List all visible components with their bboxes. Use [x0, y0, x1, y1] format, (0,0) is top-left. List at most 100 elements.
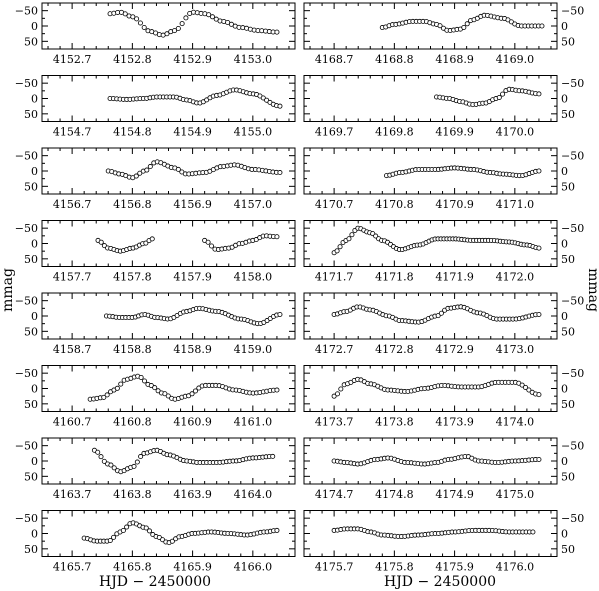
- x-tick-label: 4165.9: [173, 561, 212, 574]
- data-point: [274, 234, 280, 240]
- panel-1-3: 4171.7 4171.8 4171.9 4172.0 −50 0 50: [303, 220, 584, 284]
- y-tick-label: 50: [24, 398, 38, 411]
- data-point: [95, 449, 101, 455]
- x-axis-title-left: HJD − 2450000: [99, 574, 211, 590]
- data-point: [461, 24, 467, 30]
- x-tick-label: 4174.0: [496, 416, 535, 429]
- y-tick-label: 0: [31, 383, 38, 396]
- data-point: [156, 534, 162, 540]
- x-tick-label: 4160.7: [53, 416, 92, 429]
- y-tick-label: 0: [561, 455, 568, 468]
- x-tick-label: 4154.7: [53, 126, 92, 139]
- data-point: [277, 170, 283, 176]
- y-tick-label: 50: [24, 180, 38, 193]
- x-tick-label: 4173.9: [435, 416, 474, 429]
- x-tick-label: 4157.7: [53, 271, 92, 284]
- x-tick-label: 4168.9: [435, 53, 474, 66]
- data-point: [149, 236, 155, 242]
- x-tick-label: 4169.7: [315, 126, 354, 139]
- y-tick-label: 0: [561, 165, 568, 178]
- data-point: [183, 15, 189, 21]
- data-point: [274, 29, 280, 35]
- x-tick-label: 4171.8: [375, 271, 414, 284]
- x-tick-label: 4168.8: [375, 53, 414, 66]
- panel-0-3: 4157.7 4157.8 4157.9 4158.0 −50 0 50: [15, 220, 296, 284]
- y-tick-label: 0: [31, 165, 38, 178]
- panel-frame: [41, 292, 296, 340]
- y-axis-title-left: mmag: [0, 268, 16, 312]
- x-tick-label: 4171.9: [435, 271, 474, 284]
- y-tick-label: −50: [561, 295, 584, 308]
- panel-frame: [41, 2, 296, 50]
- y-tick-label: −50: [15, 5, 38, 18]
- y-tick-label: 0: [561, 528, 568, 541]
- data-point: [130, 14, 136, 20]
- x-tick-label: 4173.7: [315, 416, 354, 429]
- panel-0-6: 4163.7 4163.8 4163.9 4164.0 −50 0 50: [15, 437, 296, 501]
- data-point: [539, 23, 545, 29]
- data-point: [160, 537, 166, 543]
- data-point: [134, 459, 140, 465]
- data-point: [536, 456, 542, 462]
- data-point: [101, 458, 107, 464]
- panel-0-4: 4158.7 4158.8 4158.9 4159.0 −50 0 50: [15, 292, 296, 356]
- data-point: [104, 392, 110, 398]
- data-point: [209, 243, 215, 249]
- x-tick-label: 4152.8: [113, 53, 152, 66]
- data-point: [120, 527, 126, 533]
- data-point: [189, 391, 195, 397]
- x-tick-label: 4159.0: [234, 343, 273, 356]
- x-tick-label: 4175.7: [315, 561, 354, 574]
- x-tick-label: 4170.8: [375, 198, 414, 211]
- x-tick-label: 4152.9: [173, 53, 212, 66]
- y-tick-label: 50: [561, 253, 575, 266]
- data-point: [274, 387, 280, 393]
- x-tick-label: 4175.8: [375, 561, 414, 574]
- x-tick-label: 4155.0: [234, 126, 273, 139]
- y-axis-title-right: mmag: [585, 268, 599, 312]
- data-point: [118, 381, 124, 387]
- data-point: [373, 233, 379, 239]
- y-tick-label: 50: [561, 108, 575, 121]
- data-point: [175, 166, 181, 172]
- y-tick-label: −50: [15, 440, 38, 453]
- data-point: [206, 12, 212, 18]
- data-point: [98, 239, 104, 245]
- x-tick-label: 4169.8: [375, 126, 414, 139]
- data-point: [169, 538, 175, 544]
- data-point: [334, 391, 340, 397]
- data-point: [192, 388, 198, 394]
- data-point: [331, 393, 337, 399]
- data-point: [346, 236, 352, 242]
- y-tick-label: 50: [24, 543, 38, 556]
- data-point: [131, 463, 137, 469]
- y-tick-label: 50: [561, 35, 575, 48]
- x-tick-label: 4168.7: [315, 53, 354, 66]
- x-tick-label: 4173.0: [496, 343, 535, 356]
- x-tick-label: 4154.9: [173, 126, 212, 139]
- data-point: [101, 243, 107, 249]
- y-tick-label: 0: [31, 238, 38, 251]
- y-tick-label: 0: [31, 93, 38, 106]
- data-point: [277, 103, 283, 109]
- x-tick-label: 4156.8: [113, 198, 152, 211]
- x-tick-label: 4174.9: [435, 488, 474, 501]
- y-tick-label: −50: [15, 77, 38, 90]
- panel-0-2: 4156.7 4156.8 4156.9 4157.0 −50 0 50: [15, 147, 296, 211]
- panel-1-6: 4174.7 4174.8 4174.9 4175.0 −50 0 50: [303, 437, 584, 501]
- data-point: [124, 524, 130, 530]
- y-tick-label: −50: [561, 5, 584, 18]
- panel-0-5: 4160.7 4160.8 4160.9 4161.0 −50 0 50: [15, 365, 296, 429]
- x-tick-label: 4154.8: [113, 126, 152, 139]
- x-tick-label: 4158.7: [53, 343, 92, 356]
- x-tick-label: 4161.0: [234, 416, 273, 429]
- x-tick-label: 4172.8: [375, 343, 414, 356]
- x-tick-label: 4157.9: [173, 271, 212, 284]
- y-tick-label: 50: [24, 325, 38, 338]
- data-point: [175, 25, 181, 31]
- y-tick-label: −50: [15, 150, 38, 163]
- x-tick-label: 4165.8: [113, 561, 152, 574]
- x-tick-label: 4164.0: [234, 488, 273, 501]
- x-tick-label: 4165.7: [53, 561, 92, 574]
- y-tick-label: 0: [561, 20, 568, 33]
